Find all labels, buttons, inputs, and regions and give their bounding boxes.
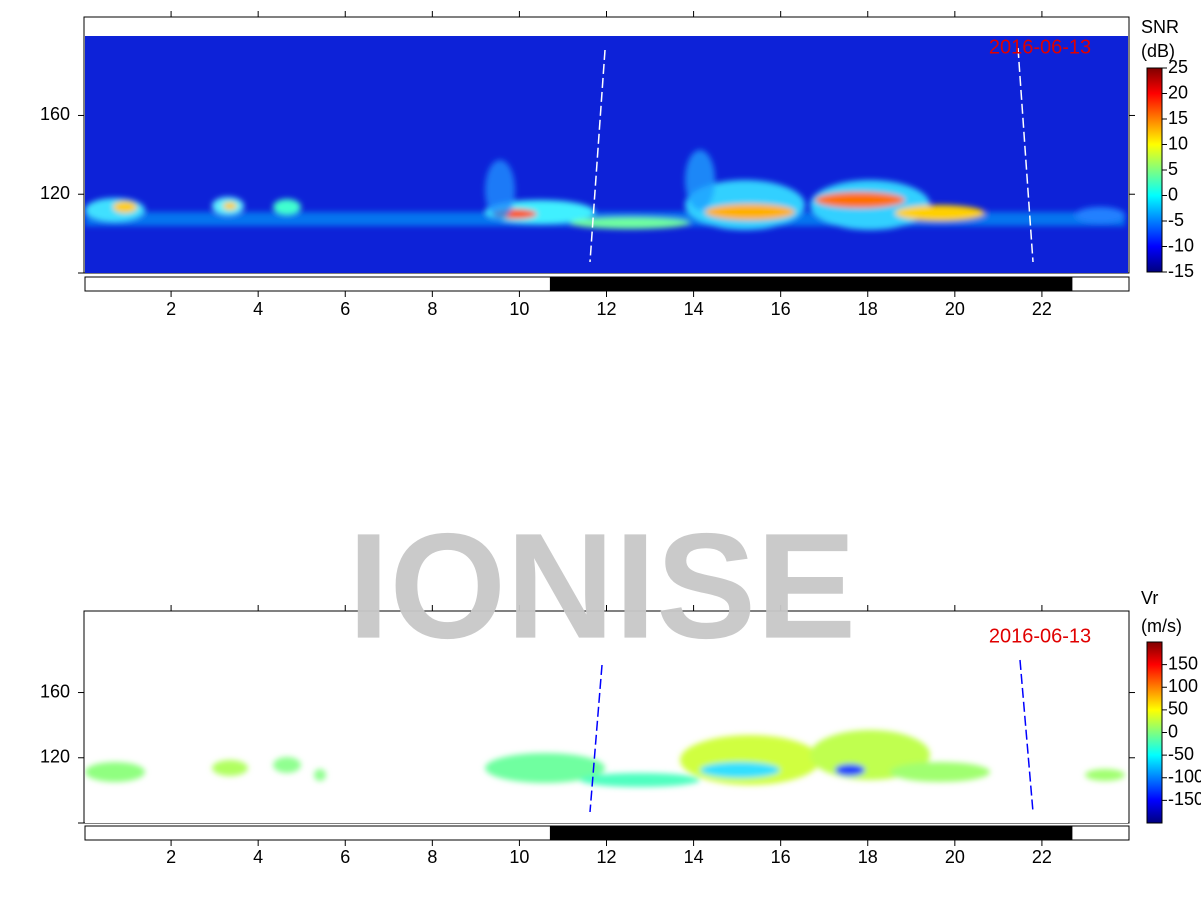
terminator bbox=[1019, 659, 1034, 813]
x-tick-label: 22 bbox=[1032, 299, 1052, 319]
colorbar-tick-label: 25 bbox=[1168, 57, 1188, 77]
colorbar-tick-label: -150 bbox=[1168, 789, 1201, 809]
x-tick-label: 14 bbox=[684, 299, 704, 319]
x-tick-label: 18 bbox=[858, 299, 878, 319]
colorbar-tick-label: -15 bbox=[1168, 261, 1194, 281]
x-tick-label: 16 bbox=[771, 299, 791, 319]
colorbar-tick-label: 20 bbox=[1168, 82, 1188, 102]
x-tick-label: 10 bbox=[509, 299, 529, 319]
x-tick-label: 4 bbox=[253, 847, 263, 867]
colorbar-label: SNR bbox=[1141, 17, 1179, 37]
terminator bbox=[589, 49, 606, 263]
velocity-panel: 120 160 2 4 6 8 10 12 14 16 18 20 22 bbox=[40, 605, 1135, 867]
colorbar-tick-label: 5 bbox=[1168, 159, 1178, 179]
colorbar bbox=[1146, 67, 1163, 273]
snr-echoes bbox=[85, 150, 1125, 230]
field bbox=[85, 612, 1128, 823]
x-tick-label: 4 bbox=[253, 299, 263, 319]
x-tick-label: 20 bbox=[945, 847, 965, 867]
colorbar-tick-label: -50 bbox=[1168, 744, 1194, 764]
watermark: IONISE bbox=[348, 502, 856, 670]
field bbox=[85, 36, 1128, 273]
colorbar-label: Vr bbox=[1141, 588, 1158, 608]
x-tick-label: 10 bbox=[509, 847, 529, 867]
x-tick-label: 12 bbox=[596, 299, 616, 319]
colorbar-tick-label: 0 bbox=[1168, 721, 1178, 741]
terminator bbox=[589, 664, 603, 813]
colorbar-tick-label: -5 bbox=[1168, 210, 1184, 230]
terminator bbox=[1017, 47, 1034, 263]
colorbar-tick-label: 50 bbox=[1168, 699, 1188, 719]
x-tick-label: 6 bbox=[340, 847, 350, 867]
velocity-echoes bbox=[85, 730, 1125, 787]
y-tick-label: 160 bbox=[40, 104, 70, 124]
x-tick-label: 2 bbox=[166, 299, 176, 319]
night-bar bbox=[549, 277, 1073, 291]
date-label: 2016-06-13 bbox=[989, 36, 1091, 58]
night-bar bbox=[549, 826, 1073, 840]
x-tick-label: 12 bbox=[596, 847, 616, 867]
x-tick-label: 6 bbox=[340, 299, 350, 319]
colorbar-tick-label: 150 bbox=[1168, 653, 1198, 673]
x-tick-label: 2 bbox=[166, 847, 176, 867]
x-tick-label: 8 bbox=[427, 847, 437, 867]
x-tick-label: 8 bbox=[427, 299, 437, 319]
colorbar-tick-label: 15 bbox=[1168, 108, 1188, 128]
x-tick-label: 16 bbox=[771, 847, 791, 867]
x-tick-label: 20 bbox=[945, 299, 965, 319]
colorbar bbox=[1146, 641, 1163, 824]
y-tick-label: 120 bbox=[40, 183, 70, 203]
y-tick-label: 160 bbox=[40, 681, 70, 701]
y-tick-label: 120 bbox=[40, 747, 70, 767]
x-tick-label: 22 bbox=[1032, 847, 1052, 867]
colorbar-tick-label: 0 bbox=[1168, 184, 1178, 204]
snr-panel: 120 160 2 4 6 8 10 12 14 16 18 20 22 bbox=[40, 11, 1135, 319]
x-tick-label: 14 bbox=[684, 847, 704, 867]
colorbar-tick-label: 100 bbox=[1168, 676, 1198, 696]
x-tick-label: 18 bbox=[858, 847, 878, 867]
colorbar-tick-label: -100 bbox=[1168, 767, 1201, 787]
colorbar-tick-label: 10 bbox=[1168, 133, 1188, 153]
colorbar-tick-label: -10 bbox=[1168, 235, 1194, 255]
colorbar-label: (m/s) bbox=[1141, 616, 1182, 636]
colorbar-label: (dB) bbox=[1141, 41, 1175, 61]
date-label: 2016-06-13 bbox=[989, 625, 1091, 647]
